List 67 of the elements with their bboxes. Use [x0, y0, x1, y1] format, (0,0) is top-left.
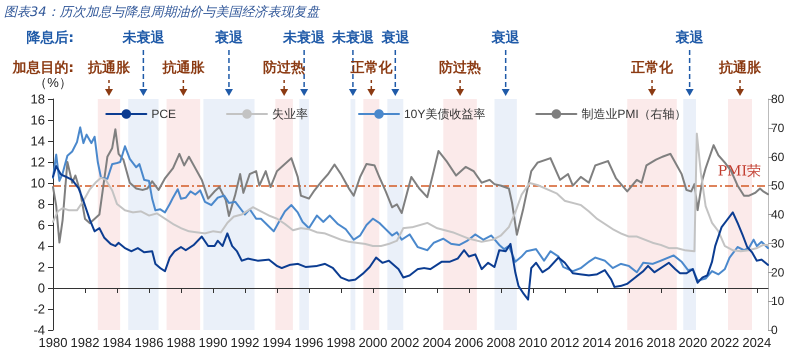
x-tick-label: 2010 [518, 335, 548, 349]
y2-tick-label: 70 [771, 120, 785, 135]
y-tick-label: 16 [30, 112, 45, 128]
chart-title: 图表34：历次加息与降息周期油价与美国经济表现复盘 [4, 4, 320, 21]
x-tick-label: 2000 [358, 335, 388, 349]
band-label: 未衰退 [332, 30, 374, 46]
legend-label: 失业率 [272, 107, 308, 121]
band-label: 防过热 [439, 60, 482, 76]
text: 加息目的: [12, 60, 74, 76]
band-label: 衰退 [492, 30, 520, 46]
x-tick-label: 2012 [550, 335, 580, 349]
y2-tick-label: 0 [771, 323, 778, 337]
y-tick-label: 14 [30, 134, 45, 148]
band-label: 正常化 [631, 60, 674, 76]
y2-tick-label: 10 [771, 294, 785, 308]
y-tick-label: 10 [30, 176, 45, 190]
x-tick-label: 1996 [294, 335, 324, 349]
x-tick-label: 1984 [102, 335, 132, 349]
x-tick-label: 1988 [166, 335, 196, 349]
x-tick-label: 1986 [134, 335, 164, 349]
x-tick-label: 2022 [710, 335, 740, 349]
text: 降息后: [26, 30, 74, 46]
x-tick-label: 2004 [422, 335, 452, 349]
y-tick-label: -2 [33, 302, 45, 316]
y-tick-label: 0 [38, 280, 45, 296]
y-tick-label: 4 [38, 238, 45, 254]
x-tick-label: 2006 [454, 335, 484, 349]
x-tick-label: 2024 [742, 335, 772, 349]
band-label: 未衰退 [122, 30, 164, 46]
band-label: 防过热 [263, 60, 306, 76]
legend-label: 10Y美债收益率 [404, 107, 486, 121]
y-tick-label: 8 [38, 196, 45, 212]
x-tick-label: 1998 [326, 335, 356, 349]
x-tick-label: 2014 [582, 335, 612, 349]
y2-tick-label: 60 [771, 150, 785, 164]
band-label: 抗通胀 [719, 60, 761, 76]
x-tick-label: 2020 [678, 335, 708, 349]
x-tick-label: 1980 [38, 335, 68, 349]
y2-tick-label: 50 [771, 178, 785, 193]
y2-tick-label: 80 [771, 92, 785, 106]
y-tick-label: -4 [33, 322, 45, 338]
legend-label: 制造业PMI（右轴） [581, 107, 687, 121]
legend-label: PCE [151, 107, 176, 121]
line-series [52, 126, 769, 282]
x-tick-label: 1990 [198, 335, 228, 349]
x-tick-label: 1992 [230, 335, 260, 349]
band-label: 衰退 [381, 30, 410, 46]
x-tick-label: 1994 [262, 335, 292, 349]
y-tick-label: 18 [30, 92, 45, 106]
x-tick-label: 2018 [646, 335, 676, 349]
y-tick-label: 12 [30, 154, 45, 170]
y-tick-label: 2 [38, 260, 45, 274]
band-label: 抗通胀 [88, 60, 130, 76]
y2-tick-label: 30 [771, 236, 785, 250]
y-axis-title: （%） [34, 75, 72, 90]
y2-tick-label: 20 [771, 265, 785, 280]
band-label: 衰退 [214, 30, 243, 46]
band-label: 抗通胀 [162, 60, 204, 76]
x-tick-label: 2016 [614, 335, 644, 349]
y2-tick-label: 40 [771, 208, 785, 222]
band-label: 正常化 [350, 60, 392, 76]
band-label: 未衰退 [283, 30, 326, 46]
x-tick-label: 2008 [486, 335, 516, 349]
band-label: 衰退 [676, 30, 704, 46]
x-tick-label: 2002 [390, 335, 420, 349]
x-tick-label: 1982 [70, 335, 100, 349]
y-tick-label: 6 [38, 218, 45, 232]
